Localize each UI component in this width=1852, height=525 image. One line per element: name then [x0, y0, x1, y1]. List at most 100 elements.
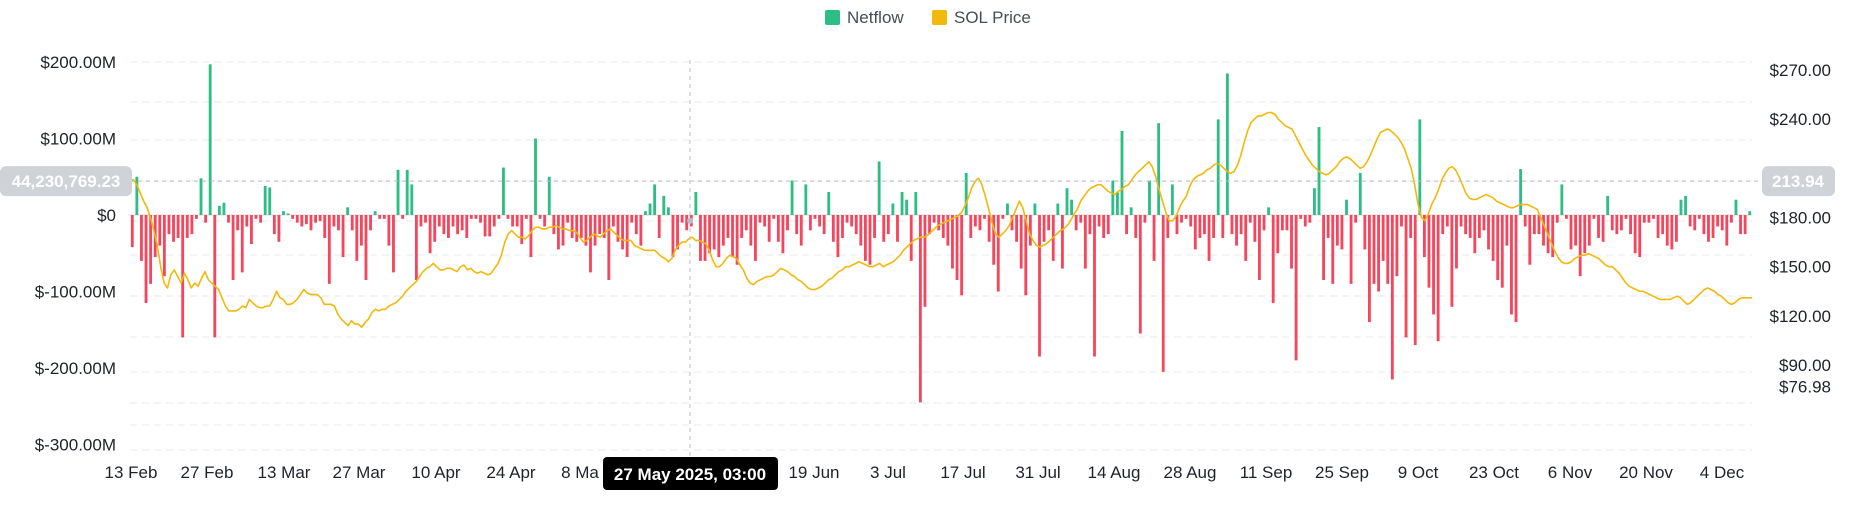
- netflow-bar[interactable]: [1313, 188, 1316, 215]
- netflow-bar[interactable]: [1542, 215, 1545, 246]
- netflow-bar[interactable]: [1294, 215, 1298, 361]
- netflow-bar[interactable]: [1097, 215, 1101, 227]
- price-line[interactable]: [130, 111, 1752, 329]
- netflow-bar[interactable]: [969, 215, 973, 238]
- netflow-bar[interactable]: [195, 215, 198, 219]
- netflow-bar[interactable]: [414, 215, 418, 281]
- netflow-bar[interactable]: [492, 215, 496, 227]
- netflow-bar[interactable]: [666, 207, 670, 215]
- netflow-bar[interactable]: [593, 215, 597, 246]
- netflow-bar[interactable]: [515, 215, 519, 227]
- netflow-bar[interactable]: [1400, 215, 1403, 227]
- netflow-bar[interactable]: [900, 192, 904, 215]
- netflow-bar[interactable]: [1395, 215, 1399, 277]
- netflow-bar[interactable]: [1422, 215, 1426, 258]
- netflow-bar[interactable]: [1413, 215, 1417, 346]
- netflow-bar[interactable]: [1276, 215, 1280, 254]
- netflow-bar[interactable]: [1299, 215, 1303, 219]
- netflow-bar[interactable]: [291, 215, 295, 219]
- netflow-bar[interactable]: [1505, 215, 1509, 246]
- netflow-bar[interactable]: [726, 215, 730, 238]
- netflow-bar[interactable]: [552, 215, 556, 235]
- netflow-bar[interactable]: [804, 184, 808, 215]
- netflow-bar[interactable]: [1555, 215, 1559, 223]
- netflow-bar[interactable]: [795, 215, 799, 235]
- netflow-bar[interactable]: [1248, 215, 1252, 223]
- netflow-bar[interactable]: [818, 215, 821, 227]
- netflow-bar[interactable]: [781, 215, 785, 254]
- netflow-bar[interactable]: [250, 215, 253, 245]
- netflow-bar[interactable]: [1688, 215, 1692, 227]
- netflow-bar[interactable]: [401, 215, 405, 219]
- netflow-bar[interactable]: [1377, 215, 1380, 292]
- netflow-bar[interactable]: [914, 192, 918, 215]
- netflow-bar[interactable]: [763, 215, 767, 227]
- netflow-bar[interactable]: [951, 215, 954, 269]
- netflow-bar[interactable]: [140, 215, 143, 261]
- netflow-bar[interactable]: [859, 215, 863, 246]
- netflow-bar[interactable]: [1262, 215, 1266, 231]
- netflow-bar[interactable]: [1441, 215, 1445, 235]
- netflow-bar[interactable]: [1500, 215, 1504, 288]
- netflow-bar[interactable]: [1464, 215, 1468, 235]
- netflow-bar[interactable]: [960, 215, 964, 296]
- netflow-bar[interactable]: [1693, 215, 1697, 231]
- legend-label-netflow[interactable]: Netflow: [847, 8, 904, 27]
- netflow-bar[interactable]: [648, 203, 652, 215]
- netflow-bar[interactable]: [465, 215, 469, 238]
- netflow-bar[interactable]: [616, 215, 620, 242]
- netflow-bar[interactable]: [1619, 215, 1623, 231]
- netflow-bar[interactable]: [1166, 215, 1170, 238]
- netflow-bar[interactable]: [204, 215, 208, 223]
- netflow-bar[interactable]: [240, 215, 244, 273]
- netflow-bar[interactable]: [460, 215, 464, 231]
- netflow-bar[interactable]: [905, 199, 909, 215]
- netflow-bar[interactable]: [318, 215, 322, 222]
- netflow-bar[interactable]: [1203, 215, 1206, 235]
- netflow-bar[interactable]: [575, 215, 579, 242]
- netflow-bar[interactable]: [1184, 215, 1188, 219]
- netflow-bar[interactable]: [1015, 215, 1019, 242]
- netflow-bar[interactable]: [217, 205, 221, 215]
- netflow-bar[interactable]: [369, 215, 372, 231]
- netflow-bar[interactable]: [799, 215, 803, 246]
- netflow-bar[interactable]: [1436, 215, 1440, 342]
- netflow-bar[interactable]: [813, 215, 817, 219]
- netflow-bar[interactable]: [1665, 215, 1669, 246]
- netflow-bar[interactable]: [488, 215, 492, 237]
- netflow-bar[interactable]: [167, 215, 171, 235]
- netflow-bar[interactable]: [1482, 215, 1486, 231]
- netflow-bar[interactable]: [1587, 215, 1591, 246]
- netflow-bar[interactable]: [227, 215, 230, 223]
- netflow-bar[interactable]: [286, 213, 290, 215]
- netflow-bar[interactable]: [850, 215, 854, 227]
- netflow-bar[interactable]: [1569, 215, 1573, 250]
- netflow-bar[interactable]: [1523, 215, 1527, 227]
- netflow-bar[interactable]: [680, 215, 684, 223]
- netflow-bar[interactable]: [836, 215, 840, 258]
- netflow-bar[interactable]: [469, 215, 473, 219]
- netflow-bar[interactable]: [1583, 215, 1587, 254]
- netflow-bar[interactable]: [300, 215, 304, 227]
- netflow-bar[interactable]: [735, 215, 739, 265]
- netflow-bar[interactable]: [1647, 215, 1651, 223]
- netflow-bar[interactable]: [1180, 215, 1183, 223]
- netflow-bar[interactable]: [1198, 215, 1202, 238]
- netflow-bar[interactable]: [327, 215, 331, 284]
- netflow-bar[interactable]: [1743, 215, 1747, 235]
- netflow-bar[interactable]: [1679, 199, 1683, 215]
- netflow-bar[interactable]: [1720, 215, 1724, 231]
- netflow-bar[interactable]: [1024, 215, 1028, 296]
- netflow-bar[interactable]: [676, 215, 679, 250]
- netflow-bar[interactable]: [1656, 215, 1660, 238]
- netflow-bar[interactable]: [639, 215, 643, 246]
- netflow-bar[interactable]: [955, 215, 959, 281]
- netflow-bar[interactable]: [1170, 184, 1174, 215]
- netflow-bar[interactable]: [886, 215, 890, 235]
- netflow-bar[interactable]: [1280, 215, 1284, 231]
- netflow-bar[interactable]: [863, 215, 867, 261]
- netflow-bar[interactable]: [524, 215, 528, 219]
- netflow-bar[interactable]: [1157, 123, 1161, 215]
- netflow-bar[interactable]: [694, 192, 698, 215]
- netflow-bar[interactable]: [1111, 180, 1115, 215]
